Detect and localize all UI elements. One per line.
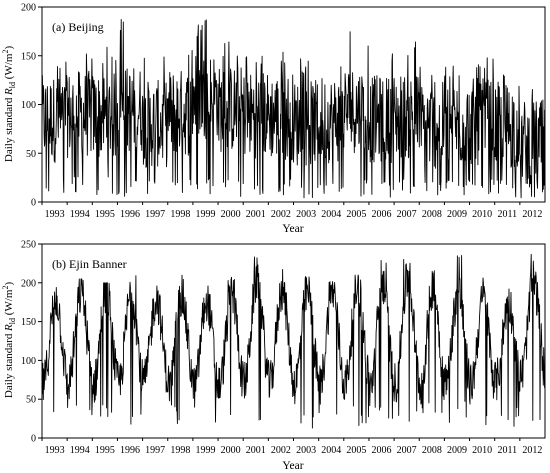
- x-tick-label: 2010: [472, 209, 492, 220]
- x-tick-label: 2002: [271, 209, 291, 220]
- x-tick-label: 1998: [170, 209, 190, 220]
- x-tick-label: 2007: [397, 445, 417, 456]
- y-axis-label-beijing: Daily standard Rld (W/m2): [1, 46, 17, 163]
- x-tick-label: 1995: [95, 209, 115, 220]
- x-axis-label-beijing: Year: [282, 223, 303, 235]
- y-label-symbol: R: [3, 324, 15, 332]
- y-tick-label: 150: [21, 317, 36, 328]
- x-tick-label: 2001: [246, 209, 266, 220]
- x-tick-label: 2012: [522, 445, 542, 456]
- y-tick-label: 250: [21, 240, 36, 251]
- x-tick-label: 1994: [70, 445, 90, 456]
- x-tick-label: 2009: [447, 445, 467, 456]
- x-tick-label: 1993: [45, 445, 65, 456]
- x-tick-label: 2003: [296, 209, 316, 220]
- y-label-unit-close: ): [3, 46, 15, 50]
- x-ticks-ejin-banner: 1993 1994 1995 1996 1997 1998 1999 2000 2001 2002…: [41, 438, 542, 456]
- x-tick-label: 2004: [321, 209, 341, 220]
- x-tick-label: 1997: [145, 209, 165, 220]
- x-tick-label: 1993: [45, 209, 65, 220]
- x-tick-label: 2008: [422, 209, 442, 220]
- x-tick-label: 1994: [70, 209, 90, 220]
- panel-label-ejin-banner: (b) Ejin Banner: [52, 257, 127, 271]
- y-label-subscript: ld: [8, 82, 17, 88]
- y-label-unit-close: ): [3, 282, 15, 286]
- series-ejin-banner: [41, 253, 546, 429]
- y-tick-label: 100: [21, 100, 36, 111]
- x-tick-label: 2000: [221, 445, 241, 456]
- y-label-unit-open: (W/m: [3, 289, 15, 318]
- x-tick-label: 2004: [321, 445, 341, 456]
- x-axis-label-ejin-banner: Year: [282, 460, 303, 472]
- x-tick-label: 2011: [497, 209, 517, 220]
- y-ticks-beijing: 0 50 100 150 200: [21, 3, 42, 209]
- y-tick-label: 200: [21, 3, 36, 14]
- y-tick-label: 50: [26, 395, 36, 406]
- y-label-prefix: Daily standard: [3, 95, 15, 162]
- y-tick-label: 200: [21, 278, 36, 289]
- x-tick-label: 1999: [195, 445, 215, 456]
- x-tick-label: 2001: [246, 445, 266, 456]
- series-line: [41, 253, 546, 429]
- y-label-unit-sup: 2: [1, 286, 10, 290]
- x-tick-label: 1997: [145, 445, 165, 456]
- x-tick-label: 2006: [372, 209, 392, 220]
- x-tick-label: 1998: [170, 445, 190, 456]
- x-tick-label: 1999: [195, 209, 215, 220]
- y-tick-label: 150: [21, 51, 36, 62]
- x-tick-label: 2012: [522, 209, 542, 220]
- x-tick-label: 2005: [346, 445, 366, 456]
- y-ticks-ejin-banner: 0 50 100 150 200 250: [21, 240, 42, 445]
- y-label-prefix: Daily standard: [3, 331, 15, 398]
- y-tick-label: 100: [21, 356, 36, 367]
- series-beijing: [41, 18, 546, 199]
- x-tick-label: 2011: [497, 445, 517, 456]
- x-tick-label: 2007: [397, 209, 417, 220]
- x-ticks-beijing: 1993 1994 1995 1996 1997 1998 1999 2000 2001 2002…: [41, 202, 542, 220]
- y-tick-label: 50: [26, 149, 36, 160]
- y-tick-label: 0: [31, 434, 36, 445]
- x-tick-label: 1995: [95, 445, 115, 456]
- panel-ejin-banner: 0 50 100 150 200 250 1993 1994 1995 1996 1997 1998…: [1, 240, 546, 472]
- x-tick-label: 2003: [296, 445, 316, 456]
- series-line: [41, 18, 546, 199]
- x-tick-label: 1996: [120, 445, 140, 456]
- y-label-symbol: R: [3, 88, 15, 96]
- x-tick-label: 2005: [346, 209, 366, 220]
- x-tick-label: 1996: [120, 209, 140, 220]
- x-tick-label: 2008: [422, 445, 442, 456]
- x-tick-label: 2002: [271, 445, 291, 456]
- y-label-subscript: ld: [8, 318, 17, 324]
- y-tick-label: 0: [31, 198, 36, 209]
- x-tick-label: 2000: [221, 209, 241, 220]
- y-axis-label-ejin-banner: Daily standard Rld (W/m2): [1, 282, 17, 399]
- panel-label-beijing: (a) Beijing: [52, 20, 104, 34]
- y-label-unit-sup: 2: [1, 50, 10, 54]
- x-tick-label: 2010: [472, 445, 492, 456]
- y-label-unit-open: (W/m: [3, 53, 15, 82]
- x-tick-label: 2009: [447, 209, 467, 220]
- x-tick-label: 2006: [372, 445, 392, 456]
- plot-frame-ejin-banner: [41, 243, 546, 439]
